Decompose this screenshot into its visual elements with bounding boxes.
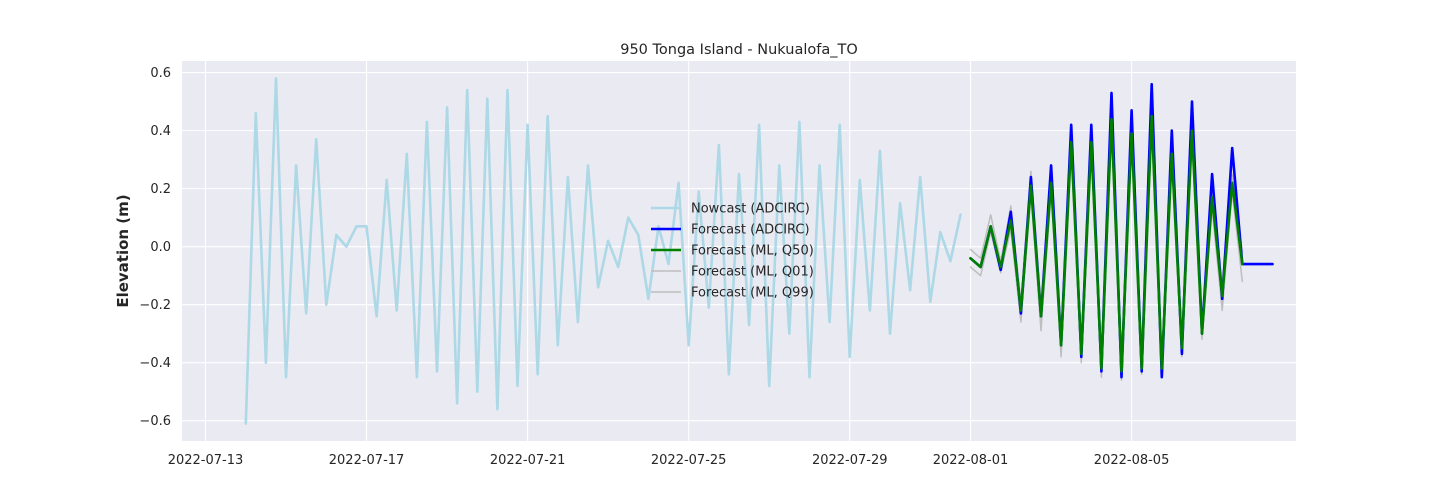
series-lines: [244, 77, 1274, 425]
x-tick-label: 2022-07-13: [168, 453, 244, 468]
y-axis-label: Elevation (m): [114, 194, 132, 307]
y-axis: −0.6 −0.4 −0.2 0.0 0.2 0.4 0.6: [139, 66, 171, 429]
y-tick-label: −0.4: [139, 356, 171, 371]
legend: Nowcast (ADCIRC) Forecast (ADCIRC) Forecas…: [651, 202, 814, 301]
legend-entry: Forecast (ADCIRC): [691, 223, 810, 238]
series-line-2: [969, 82, 1274, 379]
legend-entry: Forecast (ML, Q99): [691, 286, 814, 301]
y-tick-label: 0.4: [150, 124, 171, 139]
series-line-1: [244, 77, 962, 425]
x-tick-label: 2022-08-05: [1094, 453, 1170, 468]
y-tick-label: −0.2: [139, 298, 171, 313]
chart-title: 950 Tonga Island - Nukualofa_TO: [620, 42, 858, 58]
y-tick-label: 0.0: [150, 240, 171, 255]
x-tick-label: 2022-07-21: [490, 453, 566, 468]
x-tick-label: 2022-08-01: [933, 453, 1009, 468]
y-tick-label: 0.2: [150, 182, 171, 197]
y-tick-label: −0.6: [139, 414, 171, 429]
x-tick-label: 2022-07-17: [329, 453, 405, 468]
legend-entry: Forecast (ML, Q01): [691, 265, 814, 280]
y-tick-label: 0.6: [150, 66, 171, 81]
series-line-3: [969, 114, 1244, 373]
legend-entry: Nowcast (ADCIRC): [691, 202, 810, 217]
x-axis: 2022-07-13 2022-07-17 2022-07-21 2022-07-25…: [168, 453, 1170, 468]
legend-entry: Forecast (ML, Q50): [691, 244, 814, 259]
x-tick-label: 2022-07-25: [651, 453, 727, 468]
x-tick-label: 2022-07-29: [812, 453, 888, 468]
